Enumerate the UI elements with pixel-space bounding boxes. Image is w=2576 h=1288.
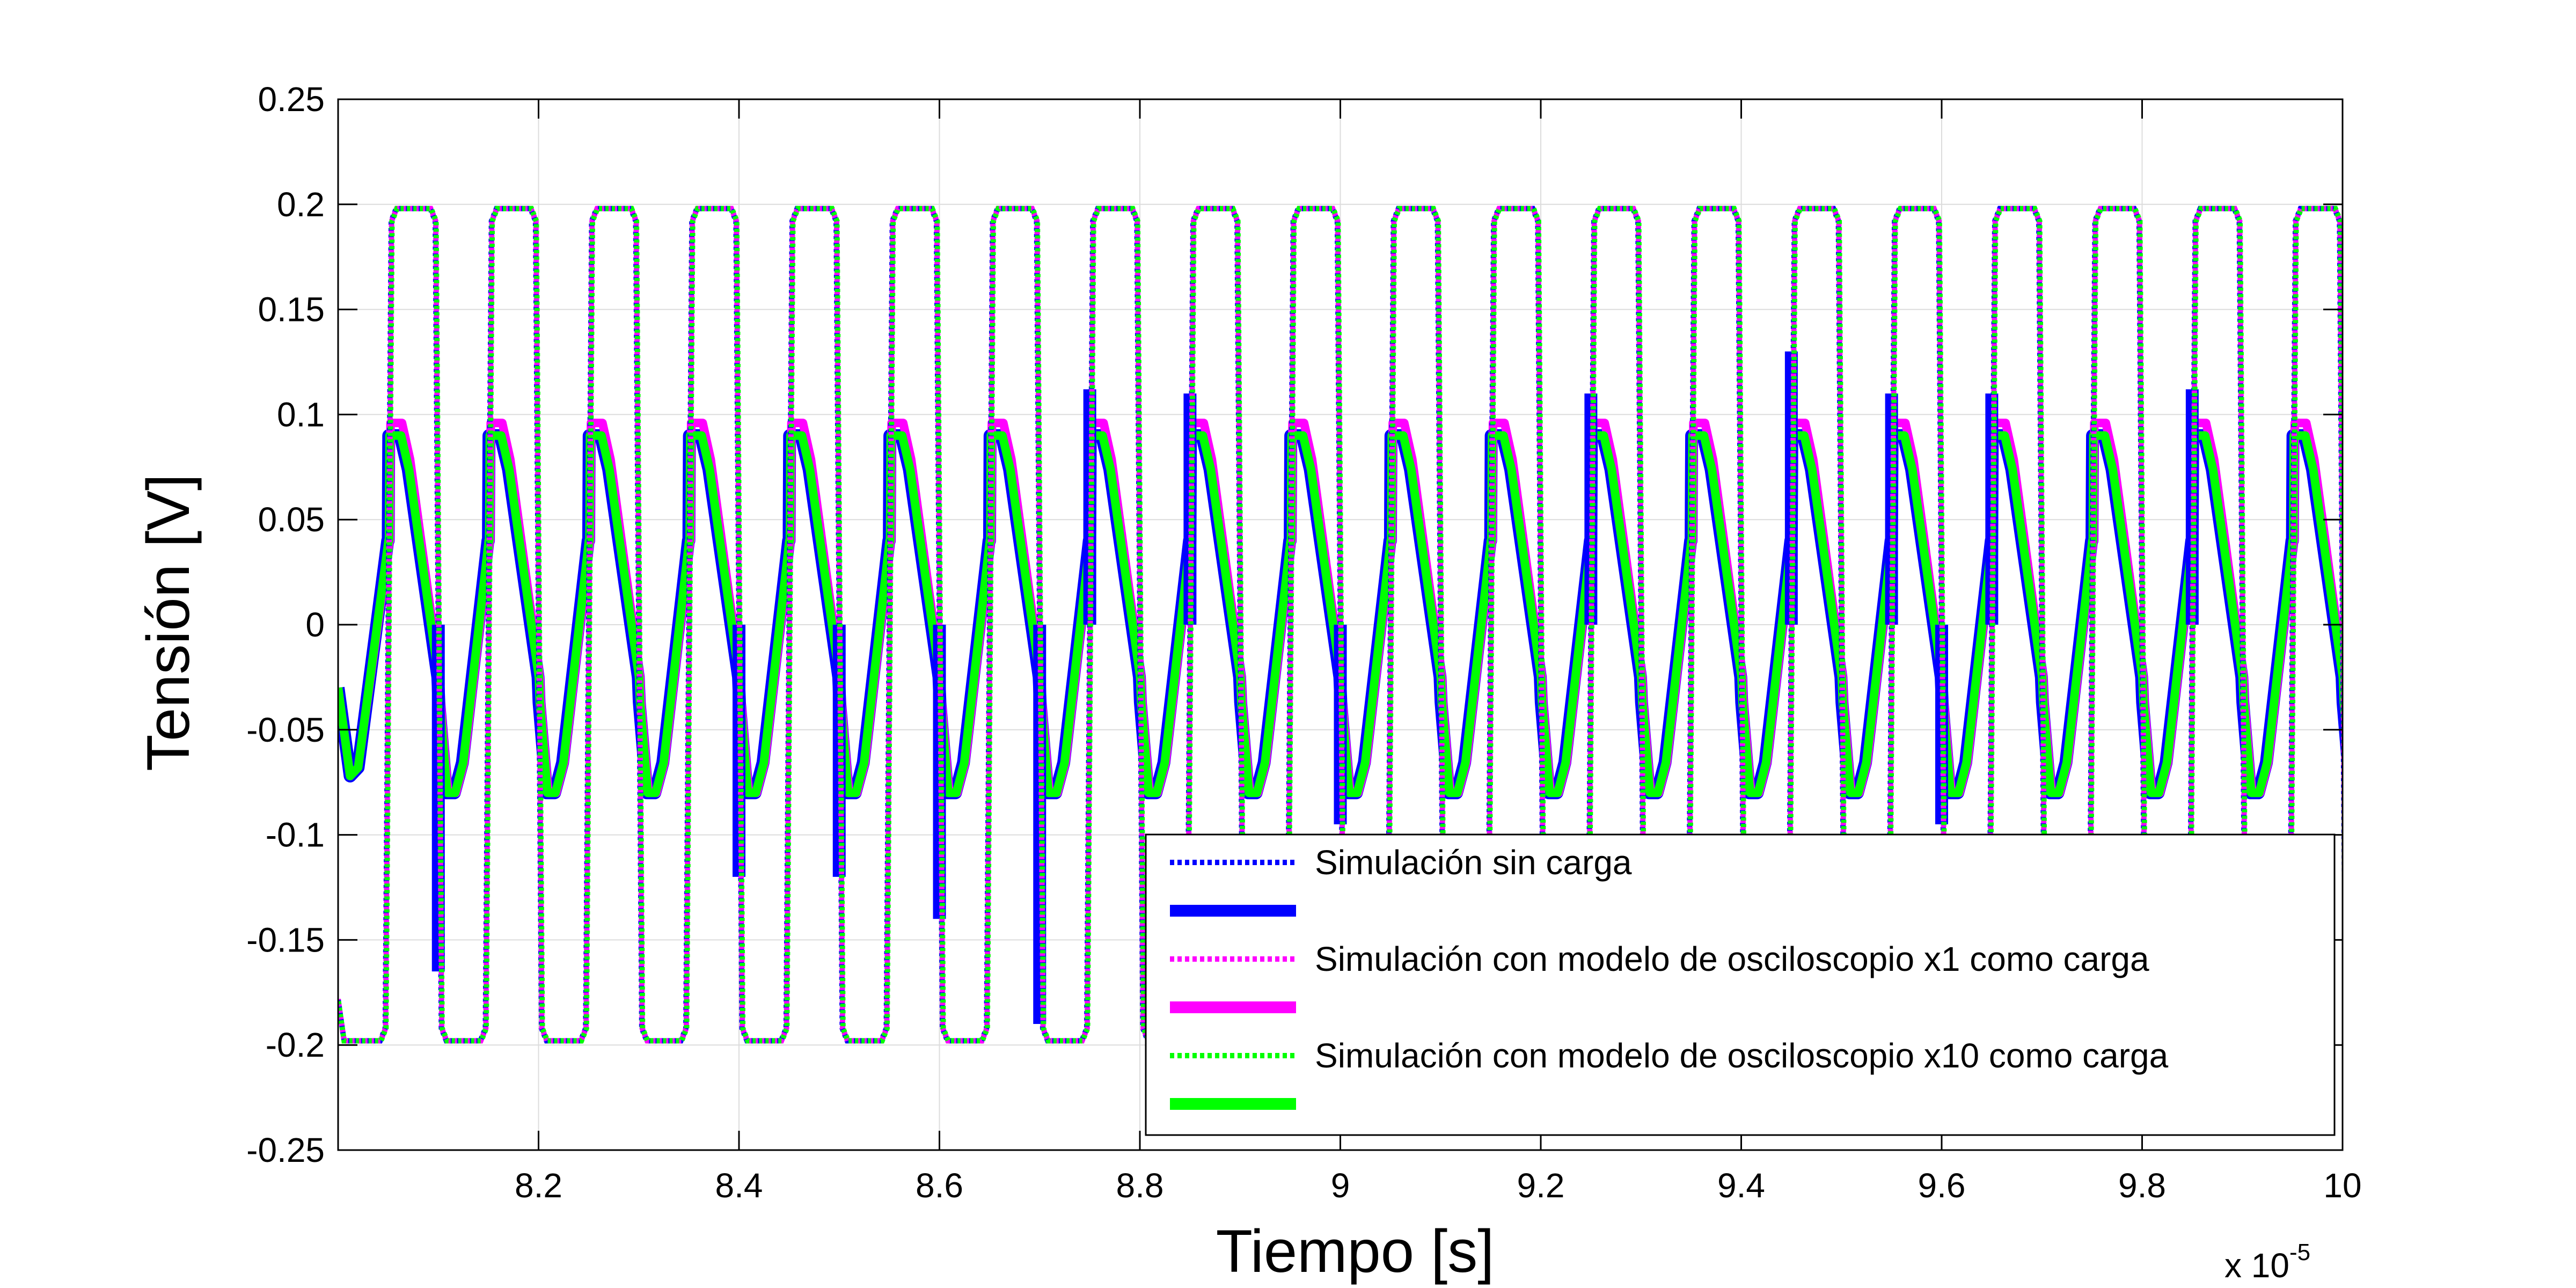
x-axis-multiplier: x 10-5 [2224,1239,2310,1285]
x-tick-label: 8.2 [515,1166,562,1205]
y-tick-label: 0.05 [258,500,325,539]
y-tick-label: -0.25 [246,1131,325,1169]
x-tick-label: 8.8 [1116,1166,1164,1205]
y-tick-label: -0.2 [266,1026,325,1064]
series-6-line [338,431,2343,797]
y-tick-label: -0.15 [246,920,325,959]
legend: Simulación sin carga Simulación con model… [1145,833,2336,1136]
legend-label-3: Simulación con modelo de osciloscopio x1… [1315,940,2149,978]
legend-label-5: Simulación con modelo de osciloscopio x1… [1315,1036,2169,1075]
legend-label-1: Simulación sin carga [1315,843,1632,882]
y-tick-label: -0.1 [266,816,325,854]
x-axis-multiplier-exponent: -5 [2289,1239,2310,1265]
y-tick-label: 0.1 [277,395,325,434]
x-axis-title: Tiempo [s] [1216,1218,1495,1285]
y-axis-title: Tensión [V] [135,474,202,771]
x-tick-label: 9.6 [1918,1166,1966,1205]
x-tick-label: 9.4 [1717,1166,1765,1205]
x-tick-label: 8.4 [715,1166,763,1205]
y-tick-label: 0.15 [258,290,325,329]
y-tick-label: 0.2 [277,185,325,224]
x-tick-label: 8.6 [916,1166,963,1205]
tick-labels: 8.2 8.4 8.6 8.8 9 9.2 9.4 9.6 9.8 10 0.25 0.2 0.15 0.… [246,80,2361,1205]
x-tick-label: 9 [1331,1166,1350,1205]
x-tick-label: 9.2 [1517,1166,1565,1205]
series-layer [338,206,2343,1044]
y-tick-label: 0.25 [258,80,325,119]
series-3-line [338,206,2343,1044]
x-axis-multiplier-base: x 10 [2224,1246,2289,1285]
y-tick-label: -0.05 [246,711,325,749]
x-tick-label: 10 [2323,1166,2361,1205]
series-5-line [338,206,2343,1044]
y-tick-label: 0 [305,605,325,644]
legend-box [1145,833,2336,1136]
x-tick-label: 9.8 [2118,1166,2166,1205]
